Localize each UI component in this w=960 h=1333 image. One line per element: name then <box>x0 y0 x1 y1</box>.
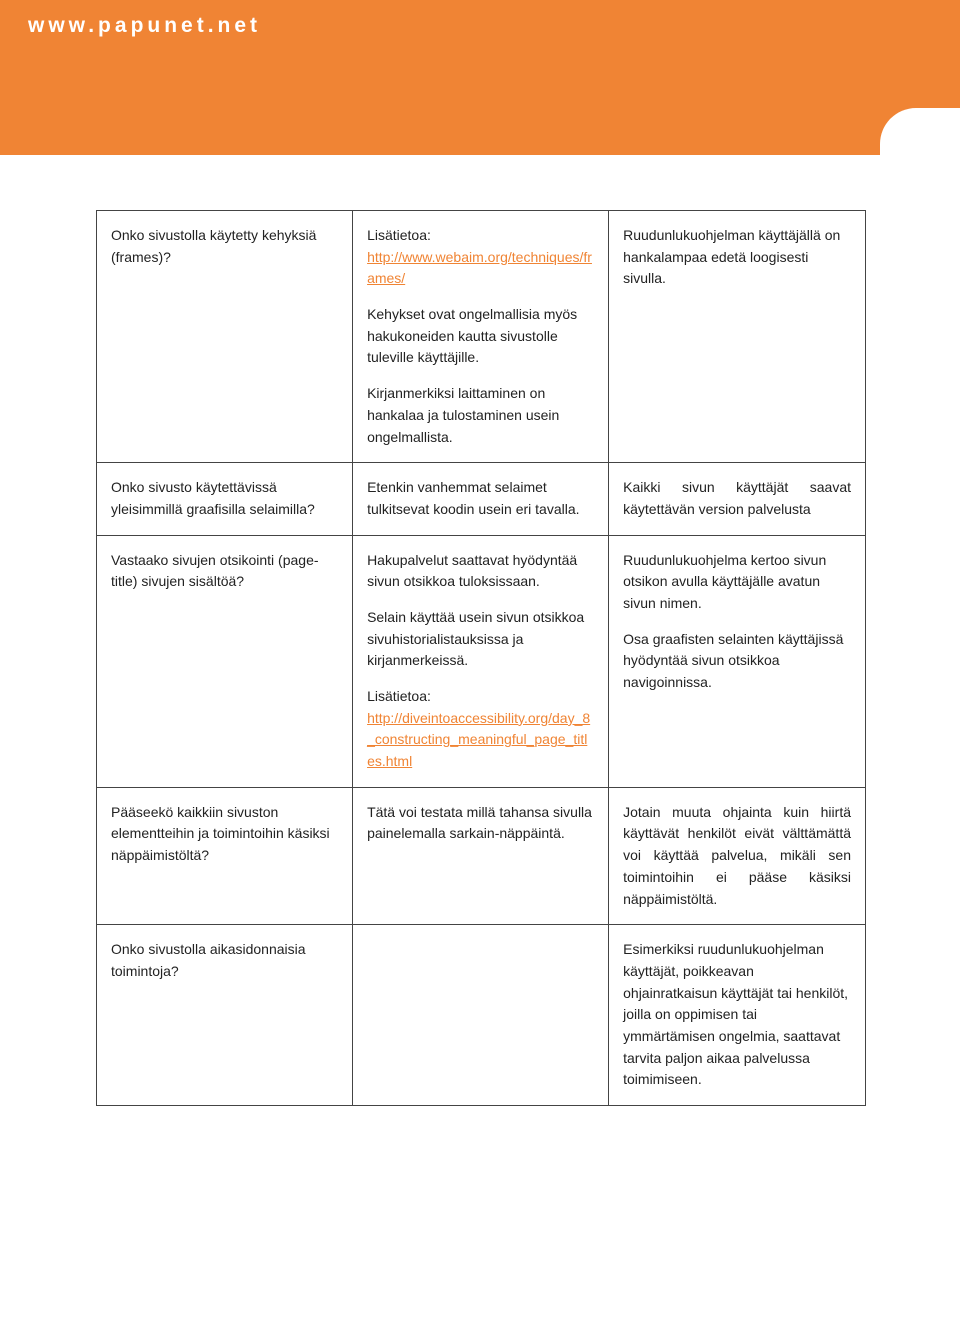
info-paragraph: Selain käyttää usein sivun otsikkoa sivu… <box>367 607 594 672</box>
info-cell: Hakupalvelut saattavat hyödyntää sivun o… <box>353 535 609 787</box>
why-cell: Ruudunlukuohjelman käyttäjällä on hankal… <box>609 211 866 463</box>
question-cell: Onko sivusto käytettävissä yleisimmillä … <box>97 463 353 535</box>
why-cell: Jotain muuta ohjainta kuin hiirtä käyttä… <box>609 787 866 924</box>
question-text: Onko sivustolla aikasidonnaisia toiminto… <box>111 939 338 982</box>
info-cell: Lisätietoa: http://www.webaim.org/techni… <box>353 211 609 463</box>
accessibility-table: Onko sivustolla käytetty kehyksiä (frame… <box>96 210 866 1106</box>
why-text: Ruudunlukuohjelma kertoo sivun otsikon a… <box>623 550 851 615</box>
info-cell <box>353 925 609 1106</box>
info-cell: Tätä voi testata millä tahansa sivulla p… <box>353 787 609 924</box>
info-paragraph: Hakupalvelut saattavat hyödyntää sivun o… <box>367 550 594 593</box>
info-intro: Lisätietoa: <box>367 688 431 704</box>
why-cell: Esimerkiksi ruudunlukuohjelman käyttäjät… <box>609 925 866 1106</box>
info-cell: Etenkin vanhemmat selaimet tulkitsevat k… <box>353 463 609 535</box>
why-text: Ruudunlukuohjelman käyttäjällä on hankal… <box>623 225 851 290</box>
content-area: Onko sivustolla käytetty kehyksiä (frame… <box>96 210 866 1106</box>
question-cell: Onko sivustolla aikasidonnaisia toiminto… <box>97 925 353 1106</box>
question-text: Onko sivustolla käytetty kehyksiä (frame… <box>111 225 338 268</box>
why-text: Osa graafisten selainten käyttäjissä hyö… <box>623 629 851 694</box>
table-row: Vastaako sivujen otsikointi (page-title)… <box>97 535 866 787</box>
why-text: Kaikki sivun käyttäjät saavat käytettävä… <box>623 477 851 520</box>
question-cell: Pääseekö kaikkiin sivuston elementteihin… <box>97 787 353 924</box>
site-url: www.papunet.net <box>28 14 261 38</box>
info-paragraph: Kehykset ovat ongelmallisia myös hakukon… <box>367 304 594 369</box>
why-text: Jotain muuta ohjainta kuin hiirtä käyttä… <box>623 802 851 910</box>
question-text: Onko sivusto käytettävissä yleisimmillä … <box>111 477 338 520</box>
why-cell: Kaikki sivun käyttäjät saavat käytettävä… <box>609 463 866 535</box>
table-row: Pääseekö kaikkiin sivuston elementteihin… <box>97 787 866 924</box>
question-cell: Onko sivustolla käytetty kehyksiä (frame… <box>97 211 353 463</box>
question-text: Pääseekö kaikkiin sivuston elementteihin… <box>111 802 338 867</box>
why-cell: Ruudunlukuohjelma kertoo sivun otsikon a… <box>609 535 866 787</box>
table-row: Onko sivustolla käytetty kehyksiä (frame… <box>97 211 866 463</box>
table-row: Onko sivusto käytettävissä yleisimmillä … <box>97 463 866 535</box>
header-banner: www.papunet.net <box>0 0 960 155</box>
why-text: Esimerkiksi ruudunlukuohjelman käyttäjät… <box>623 939 851 1091</box>
table-row: Onko sivustolla aikasidonnaisia toiminto… <box>97 925 866 1106</box>
page: www.papunet.net Onko sivustolla käytetty… <box>0 0 960 1333</box>
info-paragraph: Tätä voi testata millä tahansa sivulla p… <box>367 802 594 845</box>
info-link[interactable]: http://www.webaim.org/techniques/frames/ <box>367 249 592 287</box>
info-paragraph: Lisätietoa: http://www.webaim.org/techni… <box>367 225 594 290</box>
info-link[interactable]: http://diveintoaccessibility.org/day_8_c… <box>367 710 590 769</box>
info-intro: Lisätietoa: <box>367 227 431 243</box>
info-paragraph: Etenkin vanhemmat selaimet tulkitsevat k… <box>367 477 594 520</box>
question-text: Vastaako sivujen otsikointi (page-title)… <box>111 550 338 593</box>
info-paragraph: Lisätietoa: http://diveintoaccessibility… <box>367 686 594 773</box>
question-cell: Vastaako sivujen otsikointi (page-title)… <box>97 535 353 787</box>
info-paragraph: Kirjanmerkiksi laittaminen on hankalaa j… <box>367 383 594 448</box>
banner-notch <box>880 108 960 155</box>
